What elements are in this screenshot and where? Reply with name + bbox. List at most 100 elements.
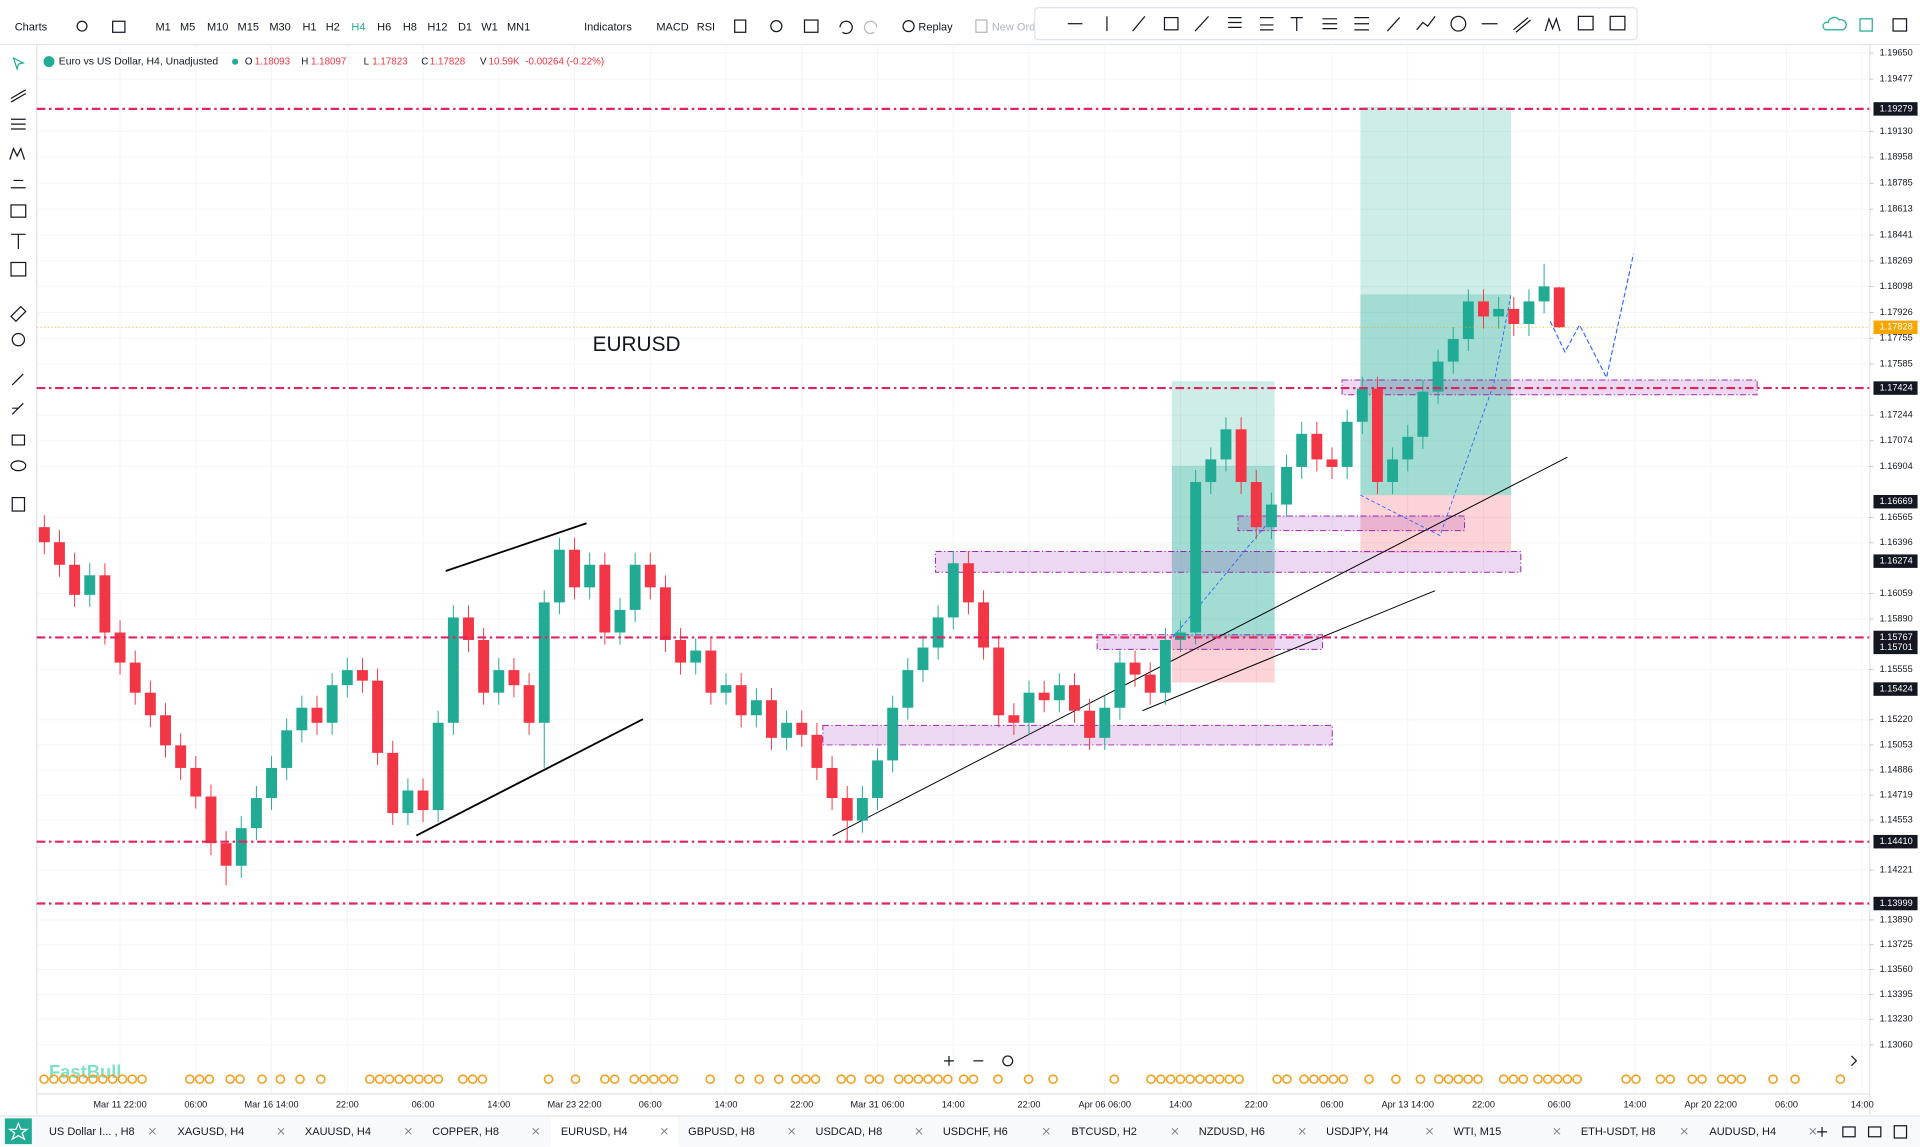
event-marker[interactable] (933, 1074, 943, 1085)
tab-label[interactable]: USDCAD, H8 (816, 1126, 883, 1138)
tab-label[interactable]: GBPUSD, H8 (688, 1126, 755, 1138)
event-marker[interactable] (734, 1074, 745, 1085)
event-marker[interactable] (107, 1074, 118, 1085)
event-marker[interactable] (1498, 1074, 1509, 1085)
event-marker[interactable] (649, 1074, 659, 1085)
chart-type-icon[interactable] (112, 20, 126, 33)
tab-label[interactable]: AUDUSD, H4 (1709, 1126, 1776, 1138)
alert-icon[interactable] (770, 20, 783, 33)
event-marker[interactable] (1165, 1074, 1176, 1085)
search-icon[interactable] (76, 20, 88, 32)
cursor-tool[interactable] (12, 56, 26, 72)
event-marker[interactable] (413, 1074, 424, 1085)
tab-label[interactable]: USDCHF, H6 (943, 1126, 1008, 1138)
pattern-tools[interactable] (9, 147, 26, 160)
event-marker[interactable] (1415, 1074, 1426, 1085)
event-marker[interactable] (1552, 1074, 1563, 1085)
event-marker[interactable] (1318, 1074, 1329, 1085)
event-marker[interactable] (98, 1074, 108, 1085)
timeframe-button[interactable]: D1 (458, 21, 472, 33)
event-marker[interactable] (1716, 1074, 1727, 1085)
arrow-tool[interactable] (1386, 17, 1401, 32)
event-marker[interactable] (1687, 1074, 1698, 1085)
tab-close[interactable] (532, 1127, 540, 1135)
event-marker[interactable] (1195, 1074, 1205, 1085)
cloud-icon[interactable] (1822, 16, 1847, 31)
event-marker[interactable] (668, 1074, 679, 1085)
event-marker[interactable] (600, 1074, 610, 1085)
fib-tools[interactable] (11, 118, 26, 130)
ruler-tool[interactable] (10, 305, 27, 323)
event-marker[interactable] (1433, 1074, 1444, 1085)
parallel-tool[interactable] (1513, 17, 1532, 33)
event-marker[interactable] (117, 1074, 128, 1085)
tab-label[interactable]: EURUSD, H4 (561, 1126, 628, 1138)
event-marker[interactable] (609, 1074, 620, 1085)
tab-label[interactable]: USDJPY, H4 (1326, 1126, 1388, 1138)
event-marker[interactable] (1185, 1074, 1196, 1085)
tab-close[interactable] (1426, 1127, 1433, 1135)
timeframe-button[interactable]: H6 (377, 21, 391, 33)
event-marker[interactable] (137, 1074, 147, 1085)
event-marker[interactable] (874, 1074, 885, 1085)
event-marker[interactable] (225, 1074, 236, 1085)
event-marker[interactable] (1473, 1074, 1483, 1085)
scroll-right[interactable] (1850, 1055, 1858, 1067)
event-marker[interactable] (458, 1074, 468, 1085)
tab-label[interactable]: WTI, M15 (1453, 1126, 1501, 1138)
lock-tool[interactable] (11, 434, 26, 446)
tab-close[interactable] (1553, 1127, 1561, 1135)
event-marker[interactable] (629, 1074, 640, 1085)
event-marker[interactable] (791, 1074, 801, 1085)
tab-close[interactable] (1298, 1127, 1306, 1135)
event-marker[interactable] (1463, 1074, 1473, 1085)
event-marker[interactable] (1146, 1074, 1156, 1085)
event-marker[interactable] (903, 1074, 914, 1085)
event-marker[interactable] (433, 1074, 444, 1085)
tab-close[interactable] (1809, 1127, 1817, 1135)
forecast-tools[interactable] (11, 179, 26, 189)
zoom-tool[interactable] (11, 332, 26, 347)
event-marker[interactable] (1726, 1074, 1737, 1085)
timeframe-button[interactable]: M15 (238, 21, 259, 33)
event-marker[interactable] (184, 1074, 195, 1085)
replay-button[interactable]: Replay (918, 21, 953, 33)
event-marker[interactable] (68, 1074, 79, 1085)
event-marker[interactable] (836, 1074, 847, 1085)
event-marker[interactable] (364, 1074, 375, 1085)
event-marker[interactable] (773, 1074, 784, 1085)
event-marker[interactable] (127, 1074, 138, 1085)
tab-label[interactable]: NZDUSD, H6 (1199, 1126, 1265, 1138)
macd-button[interactable]: MACD (656, 21, 688, 33)
tab-label[interactable]: COPPER, H8 (432, 1126, 499, 1138)
timeframe-button[interactable]: H12 (427, 21, 447, 33)
event-marker[interactable] (194, 1074, 205, 1085)
timeframe-button[interactable]: M5 (180, 21, 195, 33)
event-marker[interactable] (1835, 1074, 1846, 1085)
new-order-button[interactable]: New Ord (992, 21, 1035, 33)
price-note-tool[interactable] (1609, 15, 1626, 31)
event-marker[interactable] (639, 1074, 649, 1085)
event-marker[interactable] (1155, 1074, 1166, 1085)
layout-icon[interactable] (734, 19, 747, 33)
tab-label[interactable]: XAUUSD, H4 (305, 1126, 371, 1138)
tab-close[interactable] (149, 1127, 156, 1135)
layout-toggle[interactable] (1842, 1126, 1856, 1138)
minimize-toggle[interactable] (1867, 1126, 1882, 1138)
event-marker[interactable] (1508, 1074, 1519, 1085)
redo-icon[interactable] (863, 20, 878, 35)
event-marker[interactable] (295, 1074, 305, 1085)
trend-tool[interactable] (1132, 15, 1146, 32)
stay-drawing-tool[interactable] (11, 402, 24, 415)
event-marker[interactable] (705, 1074, 716, 1085)
magnet-tool[interactable] (11, 373, 24, 386)
event-marker[interactable] (1299, 1074, 1309, 1085)
timeframe-button[interactable]: M1 (156, 21, 171, 33)
event-marker[interactable] (1214, 1074, 1225, 1085)
event-marker[interactable] (993, 1074, 1003, 1085)
shape-tools[interactable] (10, 204, 27, 218)
pitch-tool[interactable] (1322, 18, 1338, 30)
event-marker[interactable] (88, 1074, 98, 1085)
path-tool[interactable] (1416, 15, 1436, 31)
event-marker[interactable] (275, 1074, 286, 1085)
